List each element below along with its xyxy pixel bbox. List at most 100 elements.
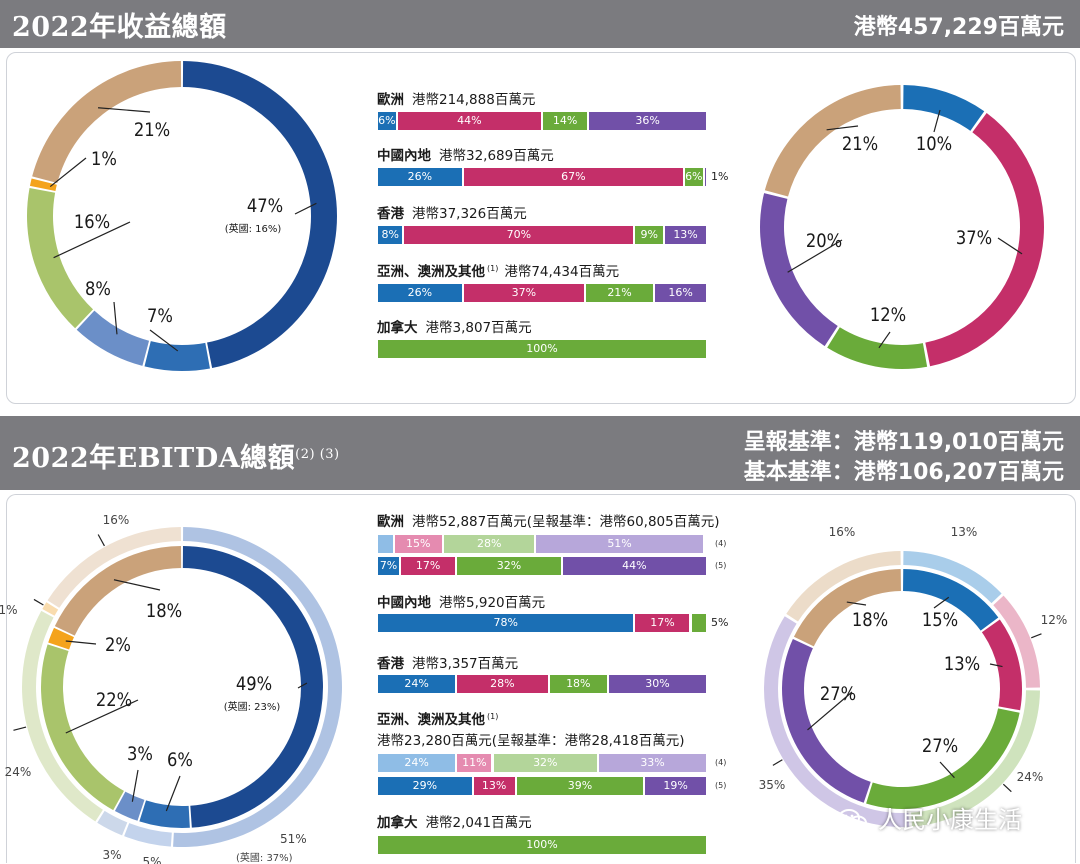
leader-line — [997, 237, 1023, 255]
rev-region-1-segment-1: 67% — [463, 168, 683, 186]
ebit-region-0-1-bar: 7% 17% 32% 44% — [377, 557, 707, 575]
ebit-region-3-1-segment-1: 13% — [473, 777, 515, 795]
ebit-region-0-0-segment-1: 15% — [394, 535, 442, 553]
ebit-div-inner-slice-2 — [114, 791, 145, 821]
leader-line — [113, 301, 118, 335]
ebit-seg-outer-slice-4 — [786, 551, 901, 622]
ebit-div-outer-slice-2 — [97, 810, 128, 836]
leader-line — [65, 699, 139, 734]
rev-seg-slice-2 — [827, 327, 928, 369]
ebit-div-outer-label-5: 16% — [103, 513, 130, 527]
rev-region-2-segment-2: 9% — [635, 226, 664, 244]
ebit-seg-outer-label-2: 24% — [1017, 770, 1044, 784]
ebit-region-1-0-segment-0: 78% — [378, 614, 634, 632]
ebit-seg-outer-label-3: 35% — [759, 778, 786, 792]
ebit-seg-outer-slice-0 — [903, 551, 1002, 604]
ebit-region-3-amount: 港幣23,280百萬元(呈報基準：港幣28,418百萬元) — [377, 733, 685, 749]
rev-region-4-title: 加拿大 港幣3,807百萬元 — [377, 320, 532, 336]
ebit-region-1-0-bar: 78% 17% 5% — [377, 614, 728, 632]
leader-line — [53, 221, 131, 259]
ebit-region-2-0-segment-0: 24% — [378, 675, 456, 693]
ebit-region-3-0-segment-1: 11% — [457, 754, 492, 772]
revenue-total: 港幣457,229百萬元 — [853, 15, 1064, 40]
ebit-region-3-title: 亞洲、澳洲及其他 (1) — [377, 711, 499, 729]
rev-region-2-title: 香港 港幣37,326百萬元 — [377, 206, 527, 222]
ebit-seg-outer-label-0: 13% — [951, 525, 978, 539]
leader-line — [939, 761, 955, 779]
rev-div-slice-5 — [32, 61, 182, 184]
ebit-region-1-0-outside-label-2: 5% — [711, 616, 729, 629]
leader-line — [131, 769, 139, 802]
ebit-region-3-0-segment-2: 32% — [493, 754, 598, 772]
ebit-div-label-1: 6% — [167, 750, 193, 771]
leader-line — [113, 579, 161, 591]
rev-region-1-segment-2: 6% — [684, 168, 703, 186]
ebit-div-outer-label-0: 51% — [280, 832, 307, 846]
rev-region-3-segment-1: 37% — [463, 284, 584, 302]
ebit-div-label-5: 18% — [146, 601, 182, 622]
ebitda-underlying: 基本基準：港幣106,207百萬元 — [743, 460, 1064, 485]
ebitda-reported: 呈報基準：港幣119,010百萬元 — [743, 430, 1064, 455]
rev-div-label-2: 8% — [85, 279, 111, 300]
leader-line — [97, 107, 151, 113]
ebit-seg-label-2: 27% — [922, 736, 958, 757]
rev-region-0-title: 歐洲 港幣214,888百萬元 — [377, 92, 536, 108]
rev-region-1-outside-label-3: 1% — [711, 170, 729, 183]
rev-region-0-segment-1: 44% — [397, 112, 541, 130]
ebit-div-label-4: 2% — [105, 635, 131, 656]
ebit-seg-outer-label-1: 12% — [1041, 613, 1068, 627]
leader-line — [149, 329, 179, 352]
ebitda-header: 2022年EBITDA總額(2) (3) 呈報基準：港幣119,010百萬元 基… — [0, 416, 1080, 490]
leader-line — [1002, 783, 1012, 793]
rev-region-0-segment-3: 36% — [589, 112, 706, 130]
rev-seg-label-0: 10% — [916, 134, 952, 155]
revenue-header: 2022年收益總額 港幣457,229百萬元 — [0, 0, 1080, 48]
ebit-region-3-1-segment-3: 19% — [645, 777, 706, 795]
ebit-region-0-0-segment-2: 28% — [444, 535, 535, 553]
ebit-div-outer-sublabel: (英國: 37%) — [236, 851, 293, 864]
ebit-region-1-0-segment-2 — [691, 614, 706, 632]
leader-line — [13, 726, 27, 731]
leader-line — [846, 601, 867, 606]
ebit-region-3-1-bar: 29% 13% 39% 19% — [377, 777, 707, 795]
rev-div-slice-4 — [29, 178, 57, 191]
leader-line — [826, 125, 859, 131]
ebit-region-4-0-segment-2: 100% — [378, 836, 706, 854]
ebit-div-outer-label-4: 1% — [0, 603, 18, 617]
ebit-div-label-0: 49% — [236, 674, 272, 695]
ebit-region-2-0-segment-3: 30% — [609, 675, 706, 693]
ebit-seg-inner-slice-0 — [903, 569, 999, 631]
leader-line — [787, 239, 843, 273]
ebit-region-3-0-segment-3: 33% — [599, 754, 706, 772]
wechat-icon — [838, 808, 868, 832]
ebit-div-inner-slice-3 — [40, 644, 124, 811]
rev-div-slice-3 — [26, 188, 94, 329]
ebit-region-0-title: 歐洲 港幣52,887百萬元(呈報基準：港幣60,805百萬元) — [377, 514, 720, 530]
ebitda-title-notes: (2) (3) — [295, 447, 340, 462]
ebit-region-3-1-segment-0: 29% — [378, 777, 472, 795]
ebit-region-0-0-note: (4) — [715, 539, 727, 548]
rev-div-sublabel: (英國: 16%) — [225, 222, 282, 235]
leader-line — [33, 598, 44, 606]
ebit-region-0-0-segment-0 — [378, 535, 393, 553]
rev-region-3-segment-3: 16% — [655, 284, 706, 302]
rev-div-label-4: 1% — [91, 149, 117, 170]
rev-region-1-bar: 26% 67% 6% 1% — [377, 168, 728, 186]
rev-div-label-5: 21% — [134, 120, 170, 141]
rev-region-0-segment-0: 6% — [378, 112, 396, 130]
watermark-text: 人民小康生活 — [878, 806, 1022, 834]
ebit-div-outer-slice-1 — [124, 823, 172, 847]
rev-div-slice-1 — [144, 341, 210, 371]
ebit-region-0-1-segment-0: 7% — [378, 557, 400, 575]
rev-seg-slice-1 — [925, 112, 1044, 367]
ebit-region-3-0-bar: 24% 11% 32% 33% — [377, 754, 707, 772]
leader-line — [65, 640, 97, 645]
leader-line — [933, 596, 950, 609]
rev-seg-slice-0 — [903, 85, 985, 131]
ebit-seg-outer-slice-1 — [993, 595, 1040, 688]
rev-region-0-segment-2: 14% — [543, 112, 588, 130]
watermark: 人民小康生活 — [838, 800, 1022, 835]
ebit-div-sublabel: (英國: 23%) — [224, 700, 281, 713]
rev-region-2-segment-1: 70% — [404, 226, 634, 244]
rev-region-3-segment-0: 26% — [378, 284, 462, 302]
